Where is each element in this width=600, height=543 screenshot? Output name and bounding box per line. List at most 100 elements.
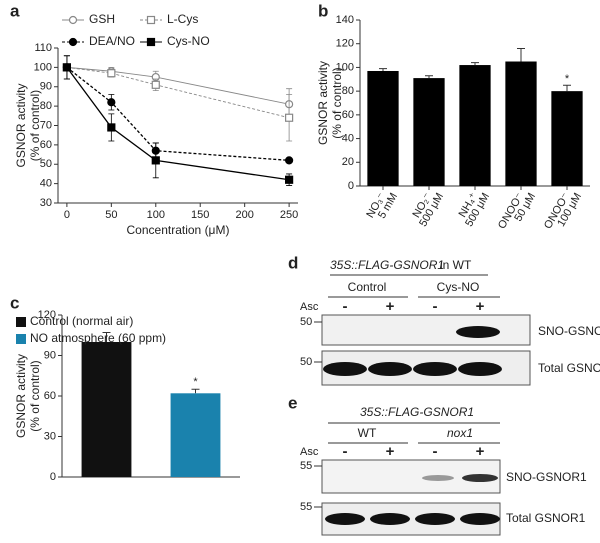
- error-bar: [471, 62, 479, 66]
- y-axis-label: (% of control): [28, 90, 42, 161]
- band: [413, 362, 457, 376]
- y-tick-label: 100: [34, 61, 52, 73]
- y-tick-label: 70: [40, 119, 52, 131]
- series-line: [66, 66, 290, 119]
- marker: [285, 156, 294, 165]
- error-bar: [563, 84, 571, 92]
- marker: [107, 98, 116, 107]
- panel-label: d: [288, 253, 298, 272]
- marker: [151, 156, 160, 165]
- y-tick-label: 40: [40, 178, 52, 190]
- y-axis-label: GSNOR activity: [14, 354, 28, 438]
- band: [368, 362, 412, 376]
- y-tick-label: 50: [40, 158, 52, 170]
- series-line: [66, 66, 290, 181]
- panel-label: a: [10, 1, 20, 20]
- x-axis-label: Concentration (μM): [127, 223, 230, 237]
- y-axis-label: GSNOR activity: [14, 83, 28, 167]
- y-tick-label: 80: [40, 100, 52, 112]
- size-marker: 55: [300, 460, 312, 472]
- panel-label: c: [10, 293, 19, 312]
- legend-label: GSH: [89, 12, 115, 26]
- row-label: Total GSNOR1: [538, 361, 600, 375]
- treatment: Asc: [300, 446, 319, 458]
- y-tick-label: 40: [342, 132, 354, 144]
- legend-label: Cys-NO: [167, 34, 210, 48]
- group-label: nox1: [447, 426, 473, 440]
- y-tick-label: 0: [348, 180, 354, 192]
- marker: [285, 113, 294, 122]
- y-tick-label: 30: [44, 430, 56, 442]
- band: [323, 362, 367, 376]
- series-line: [66, 66, 290, 105]
- lane-sign: +: [386, 298, 395, 315]
- legend-marker: [146, 37, 156, 47]
- legend-label: NO atmosphere (60 ppm): [30, 331, 166, 345]
- y-axis-label: (% of control): [330, 67, 344, 138]
- size-marker: 50: [300, 316, 312, 328]
- bar: [170, 393, 221, 477]
- title-suffix: in WT: [440, 258, 472, 272]
- band: [325, 513, 365, 525]
- x-tick-label: 100: [147, 209, 165, 221]
- significance: *: [565, 73, 570, 85]
- y-axis-label: GSNOR activity: [316, 61, 330, 145]
- size-marker: 55: [300, 501, 312, 513]
- bar: [81, 342, 132, 477]
- marker: [62, 63, 71, 72]
- bar: [367, 70, 399, 186]
- lane-sign: -: [433, 298, 438, 315]
- x-tick-label: 150: [191, 209, 209, 221]
- lane-sign: -: [343, 298, 348, 315]
- band: [415, 513, 455, 525]
- x-tick-label: 0: [64, 209, 70, 221]
- marker: [107, 123, 116, 132]
- legend-label: DEA/NO: [89, 34, 135, 48]
- marker: [107, 69, 116, 78]
- group-label: Cys-NO: [437, 280, 480, 294]
- marker: [285, 175, 294, 184]
- y-tick-label: 30: [40, 197, 52, 209]
- y-tick-label: 140: [336, 14, 354, 26]
- y-tick-label: 60: [44, 390, 56, 402]
- band: [422, 475, 454, 481]
- error-bar: [191, 388, 200, 394]
- y-tick-label: 120: [38, 309, 56, 321]
- error-bar: [379, 68, 387, 71]
- error-bar: [102, 332, 111, 342]
- y-tick-label: 90: [44, 349, 56, 361]
- band: [456, 326, 500, 338]
- size-marker: 50: [300, 356, 312, 368]
- lane-sign: -: [433, 443, 438, 460]
- y-tick-label: 110: [34, 42, 52, 54]
- lane-sign: +: [476, 298, 485, 315]
- y-axis-label: (% of control): [28, 360, 42, 431]
- lane-sign: +: [476, 443, 485, 460]
- band: [462, 474, 498, 482]
- y-tick-label: 120: [336, 38, 354, 50]
- band: [370, 513, 410, 525]
- bar: [505, 61, 537, 186]
- x-tick-label: 250: [280, 209, 298, 221]
- legend-swatch: [16, 317, 26, 327]
- y-tick-label: 80: [342, 85, 354, 97]
- marker: [151, 80, 160, 89]
- x-tick-label: 200: [235, 209, 253, 221]
- legend-label: Control (normal air): [30, 314, 133, 328]
- error-bar: [517, 47, 525, 62]
- legend-marker: [68, 15, 78, 25]
- row-label: SNO-GSNOR1: [506, 470, 587, 484]
- y-tick-label: 90: [40, 81, 52, 93]
- lane-sign: +: [386, 443, 395, 460]
- blot-strip: [321, 314, 531, 346]
- treatment: Asc: [300, 301, 319, 313]
- blot-panel-d: d 35S::FLAG-GSNOR1 in WT Control Cys-NO …: [288, 253, 600, 386]
- y-tick-label: 100: [336, 61, 354, 73]
- bar: [413, 78, 445, 186]
- x-tick-label: 50: [105, 209, 117, 221]
- group-label: WT: [358, 426, 377, 440]
- legend-marker: [68, 37, 78, 47]
- error-bar: [425, 75, 433, 79]
- y-tick-label: 0: [50, 471, 56, 483]
